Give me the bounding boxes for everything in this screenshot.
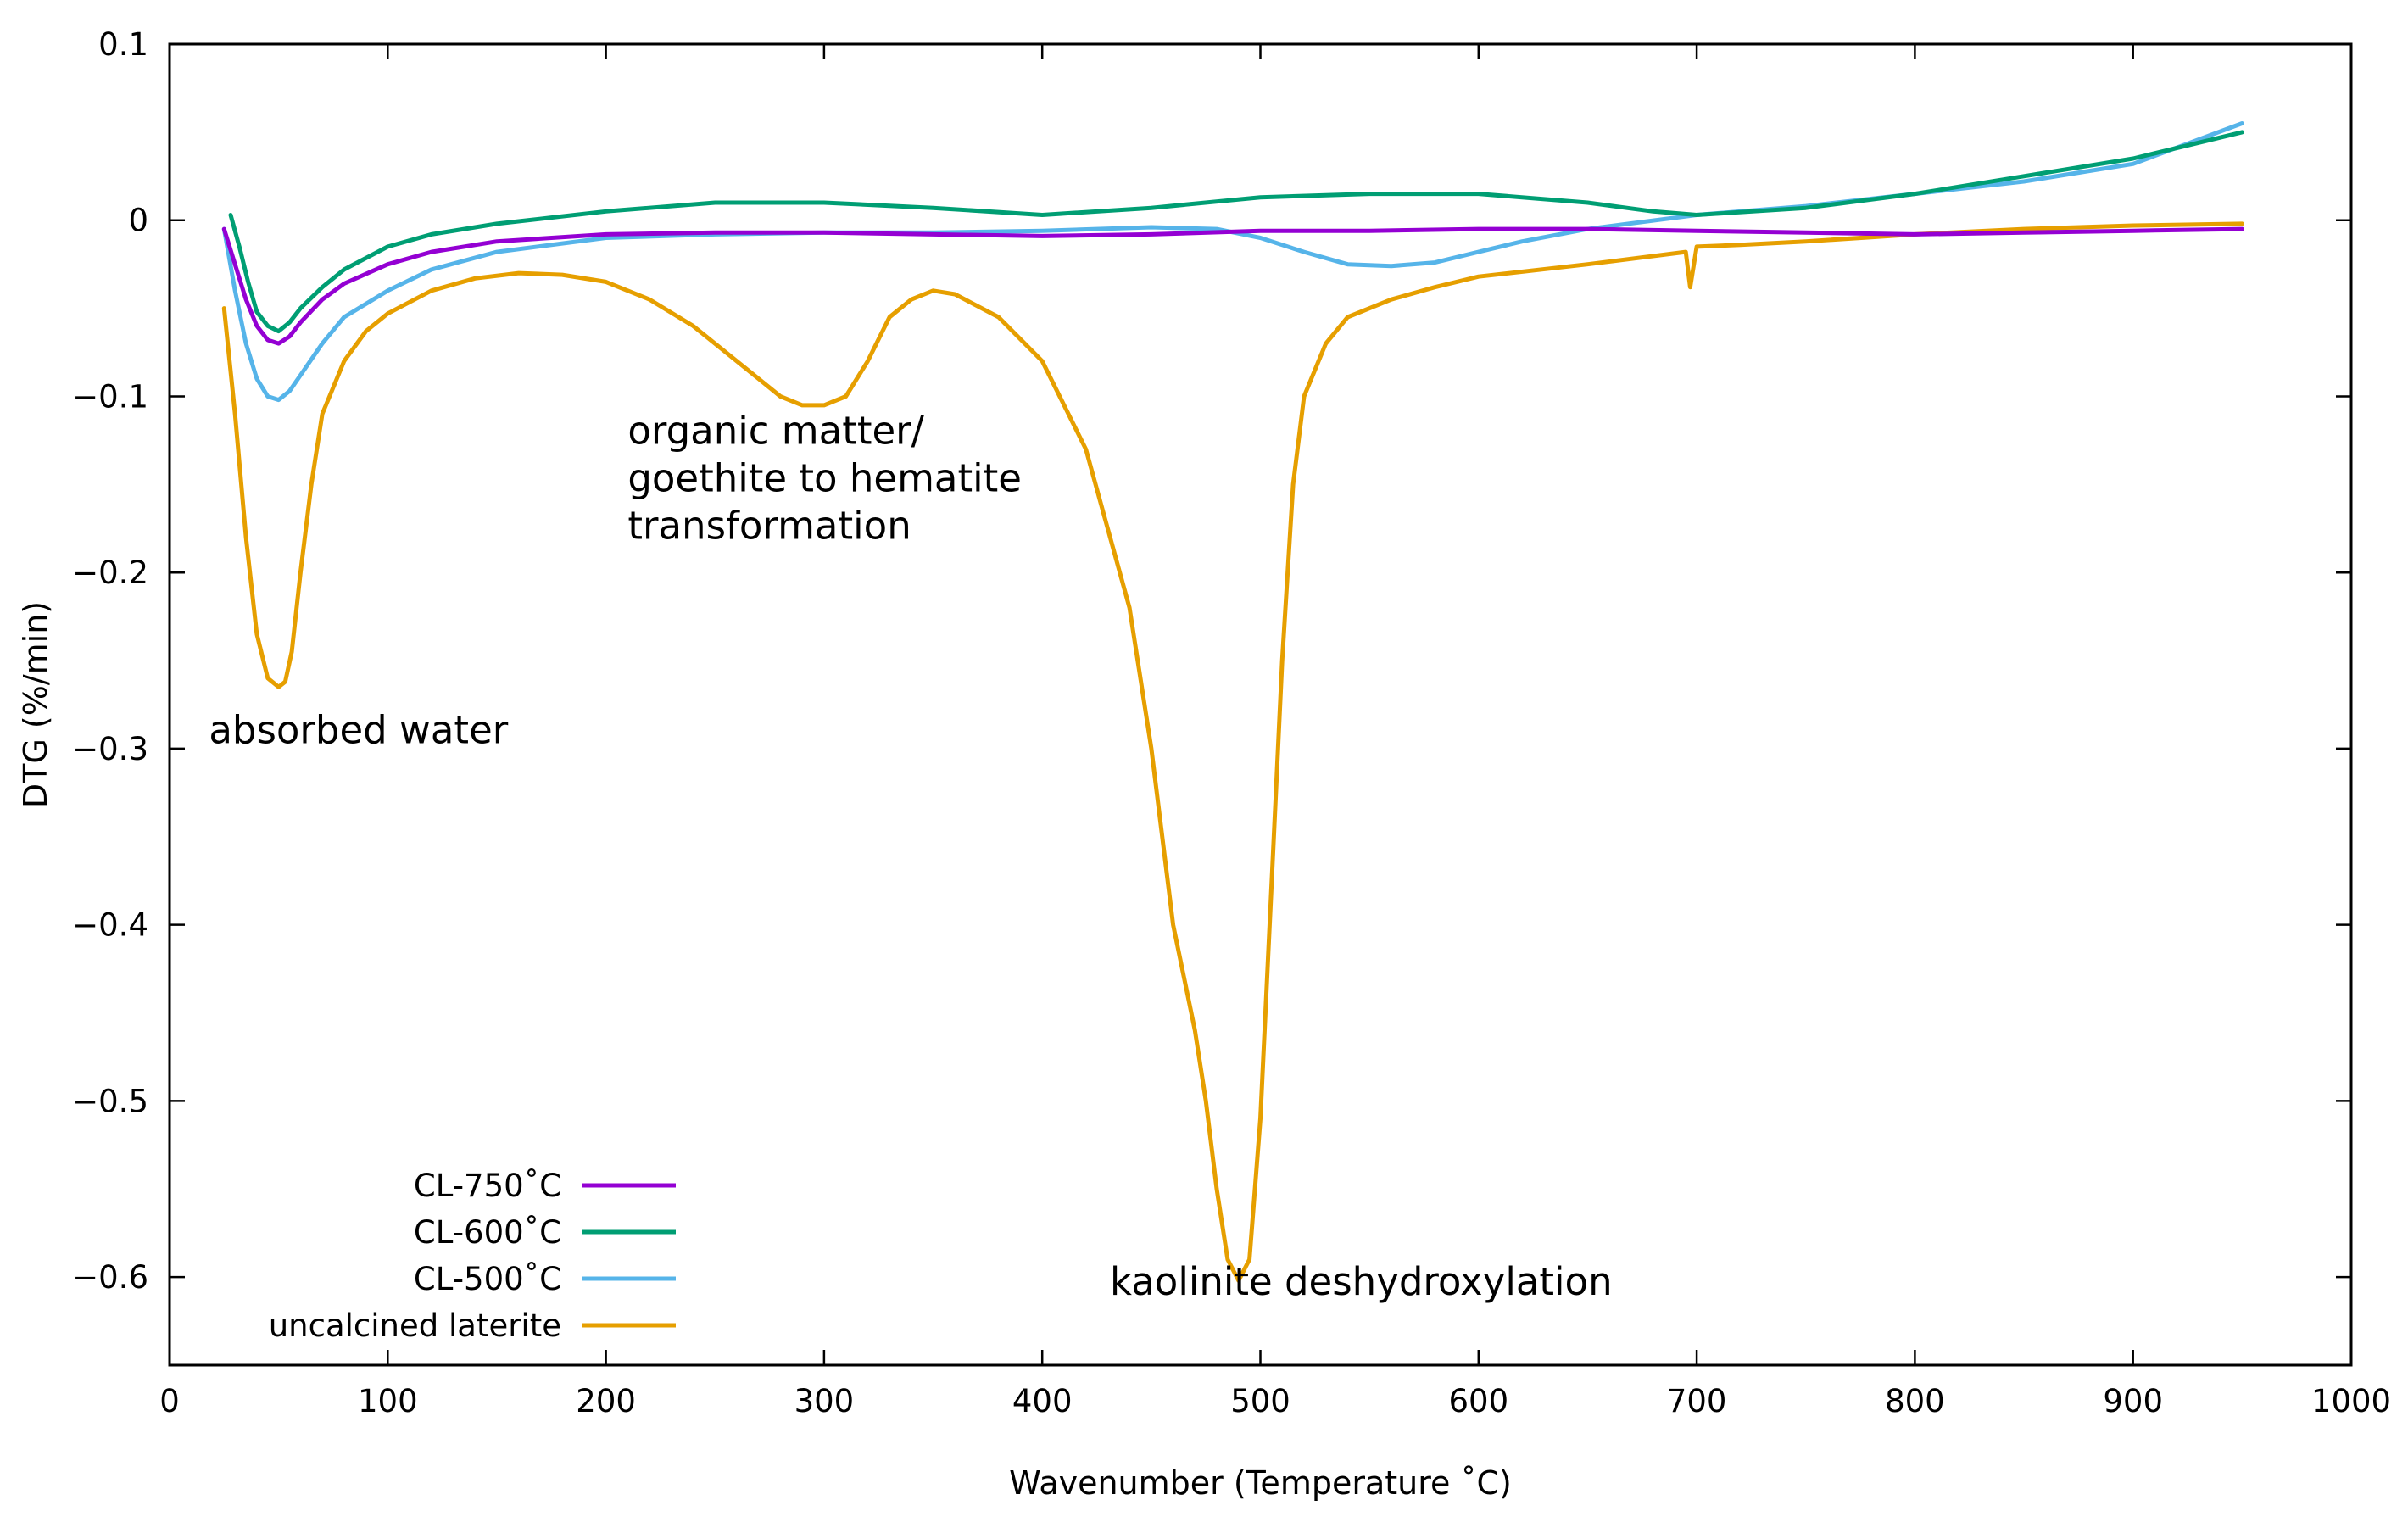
x-tick-label: 100 bbox=[358, 1383, 418, 1419]
annotation-layer: absorbed water organic matter/goethite to… bbox=[209, 409, 1612, 1304]
series-layer bbox=[221, 121, 2244, 1283]
series-line bbox=[221, 121, 2244, 403]
y-tick-label: −0.6 bbox=[72, 1259, 148, 1296]
y-tick-label: −0.5 bbox=[72, 1083, 148, 1119]
y-axis-label: DTG (%/min) bbox=[17, 601, 54, 808]
x-tick-label: 700 bbox=[1667, 1383, 1727, 1419]
annotation-text: transformation bbox=[627, 504, 911, 549]
x-tick-label: 400 bbox=[1012, 1383, 1073, 1419]
series-line bbox=[221, 221, 2244, 1283]
x-axis-label: Wavenumber (Temperature ˚C) bbox=[1009, 1464, 1512, 1502]
y-tick-label: 0 bbox=[128, 203, 148, 239]
y-tick-label: 0.1 bbox=[98, 26, 148, 63]
x-tick-label: 800 bbox=[1885, 1383, 1945, 1419]
series-line bbox=[228, 130, 2244, 334]
x-tick-label: 500 bbox=[1230, 1383, 1290, 1419]
x-tick-label: 1000 bbox=[2311, 1383, 2391, 1419]
plot-frame bbox=[168, 42, 2353, 1367]
y-tick-label: −0.2 bbox=[72, 555, 148, 591]
x-tick-label: 200 bbox=[576, 1383, 636, 1419]
y-tick-label: −0.3 bbox=[72, 731, 148, 767]
legend-label: CL-500˚C bbox=[414, 1261, 561, 1297]
y-tick-label: −0.4 bbox=[72, 907, 148, 944]
legend-label: CL-600˚C bbox=[414, 1214, 561, 1251]
x-tick-label: 300 bbox=[794, 1383, 855, 1419]
annotation-text: absorbed water bbox=[209, 708, 508, 753]
x-tick-label: 0 bbox=[159, 1383, 180, 1419]
legend-label: uncalcined laterite bbox=[269, 1307, 561, 1344]
annotation-text: goethite to hematite bbox=[627, 456, 1022, 501]
x-axis-ticks: 0 100 200 300 400 500 600 700 800 900 1000 bbox=[159, 44, 2391, 1419]
annotation-text: kaolinite deshydroxylation bbox=[1110, 1259, 1613, 1304]
x-tick-label: 900 bbox=[2103, 1383, 2163, 1419]
series-line bbox=[221, 226, 2244, 346]
legend-label: CL-750˚C bbox=[414, 1168, 561, 1204]
x-tick-label: 600 bbox=[1448, 1383, 1508, 1419]
legend: CL-750˚C CL-600˚C CL-500˚C uncalcined later… bbox=[269, 1168, 676, 1344]
annotation-text: organic matter/ bbox=[627, 409, 924, 454]
y-axis-ticks: 0.1 0 −0.1 −0.2 −0.3 −0.4 −0.5 −0.6 bbox=[72, 26, 2351, 1296]
y-tick-label: −0.1 bbox=[72, 378, 148, 415]
